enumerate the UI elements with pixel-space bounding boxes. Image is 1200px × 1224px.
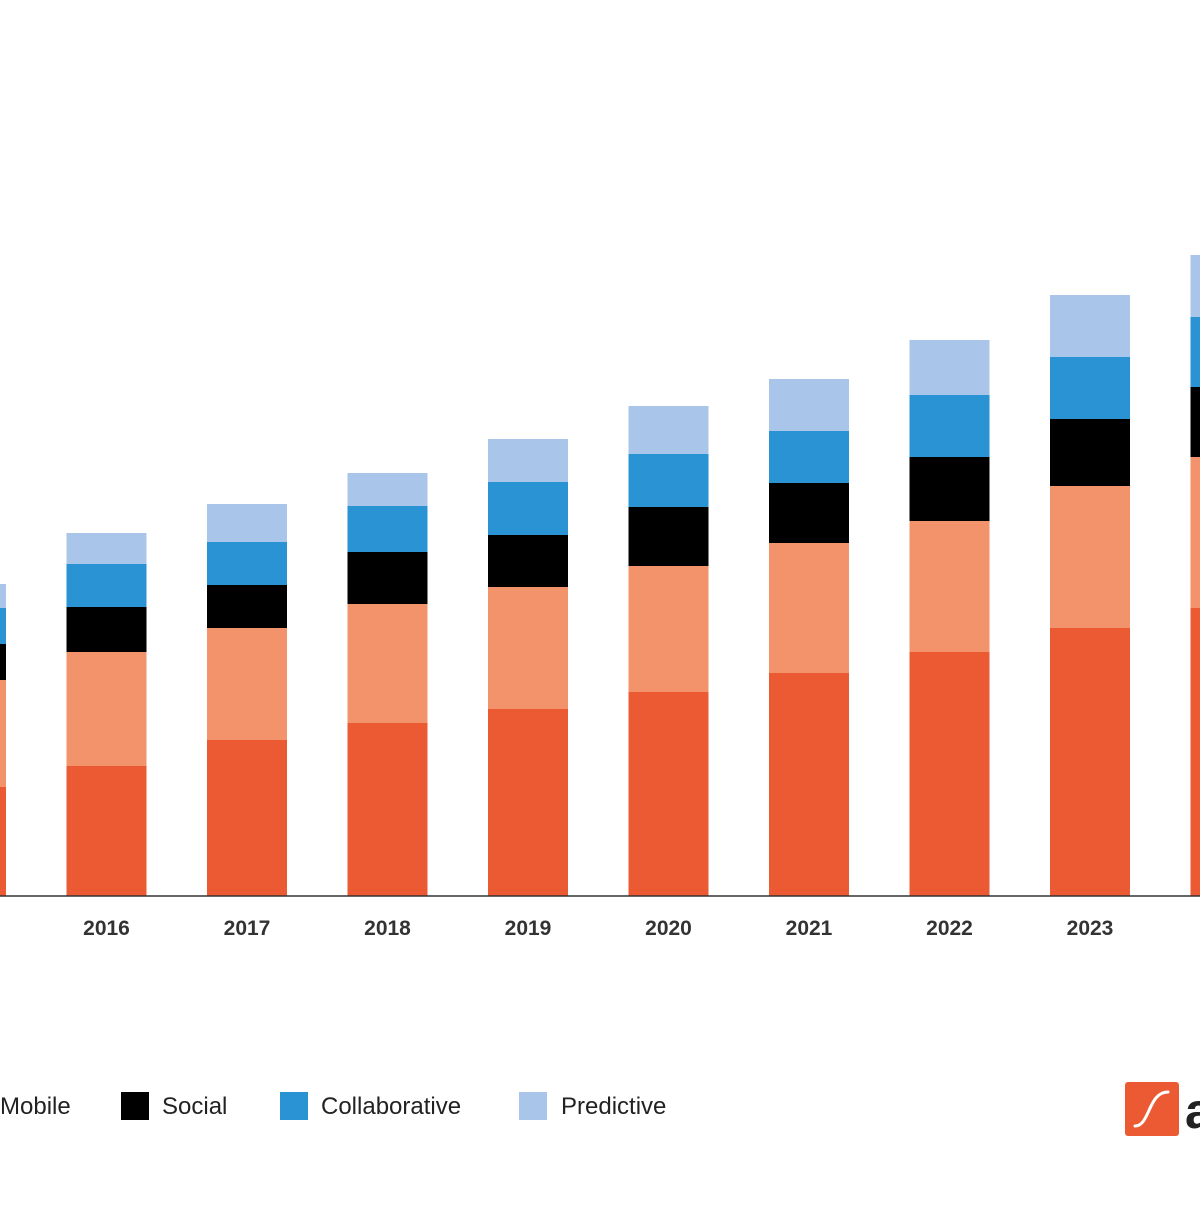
logo-letter: a xyxy=(1185,1083,1200,1139)
bar-segment-2023-mobile xyxy=(1050,486,1130,628)
legend-label-social: Social xyxy=(162,1093,227,1120)
x-tick-labels: 2016 2017 2018 2019 2020 2021 2022 2023 xyxy=(83,917,1113,940)
bar-segment-2022-collaborative xyxy=(910,395,990,457)
x-tick-label-2016: 2016 xyxy=(83,917,130,940)
x-tick-label-2021: 2021 xyxy=(786,917,833,940)
bar-segment-2018-collaborative xyxy=(348,506,428,552)
bar-segment-2023-predictive xyxy=(1050,295,1130,357)
bar-segment-2016-mobile xyxy=(67,652,147,766)
x-tick-label-2022: 2022 xyxy=(926,917,973,940)
x-tick-label-2017: 2017 xyxy=(224,917,271,940)
x-tick-label-2018: 2018 xyxy=(364,917,411,940)
bar-segment-2022-series-0 xyxy=(910,652,990,896)
bar-segment-2015-series-0 xyxy=(0,787,6,896)
legend-swatch-collaborative xyxy=(280,1092,308,1120)
legend-label-mobile: Mobile xyxy=(0,1093,71,1120)
bar-segment-2016-series-0 xyxy=(67,766,147,896)
x-tick-label-2023: 2023 xyxy=(1067,917,1114,940)
bar-segment-2021-mobile xyxy=(769,543,849,673)
bar-segment-2017-mobile xyxy=(207,628,287,740)
bar-segment-2017-collaborative xyxy=(207,542,287,585)
bar-segment-2018-social xyxy=(348,552,428,604)
bar-segment-2020-predictive xyxy=(629,406,709,454)
bar-segment-2024-predictive xyxy=(1191,255,1200,317)
bar-segment-2020-collaborative xyxy=(629,454,709,507)
bar-segment-2019-social xyxy=(488,535,568,587)
bar-segment-2018-mobile xyxy=(348,604,428,723)
bar-segment-2020-series-0 xyxy=(629,692,709,896)
bars-layer xyxy=(0,255,1200,896)
legend-swatch-social xyxy=(121,1092,149,1120)
bar-segment-2016-social xyxy=(67,607,147,652)
bar-segment-2017-series-0 xyxy=(207,740,287,896)
legend: Mobile Social Collaborative Predictive xyxy=(0,1092,666,1120)
bar-segment-2022-social xyxy=(910,457,990,521)
bar-segment-2021-predictive xyxy=(769,379,849,431)
legend-swatch-predictive xyxy=(519,1092,547,1120)
bar-segment-2015-mobile xyxy=(0,680,6,787)
bar-segment-2021-collaborative xyxy=(769,431,849,483)
bar-segment-2019-series-0 xyxy=(488,709,568,896)
bar-segment-2018-series-0 xyxy=(348,723,428,896)
bar-segment-2015-social xyxy=(0,644,6,680)
bar-segment-2017-predictive xyxy=(207,504,287,542)
bar-segment-2021-series-0 xyxy=(769,673,849,896)
bar-segment-2017-social xyxy=(207,585,287,628)
bar-segment-2020-social xyxy=(629,507,709,566)
bar-segment-2015-collaborative xyxy=(0,608,6,644)
bar-segment-2019-mobile xyxy=(488,587,568,709)
logo-tile xyxy=(1125,1082,1179,1136)
x-tick-label-2020: 2020 xyxy=(645,917,692,940)
bar-segment-2023-collaborative xyxy=(1050,357,1130,419)
bar-segment-2019-predictive xyxy=(488,439,568,482)
bar-segment-2016-collaborative xyxy=(67,564,147,607)
bar-segment-2024-series-0 xyxy=(1191,608,1200,896)
bar-segment-2018-predictive xyxy=(348,473,428,506)
bar-segment-2023-series-0 xyxy=(1050,628,1130,896)
legend-label-predictive: Predictive xyxy=(561,1093,666,1120)
logo: a xyxy=(1125,1082,1200,1139)
bar-segment-2022-predictive xyxy=(910,340,990,395)
bar-segment-2019-collaborative xyxy=(488,482,568,535)
bar-segment-2022-mobile xyxy=(910,521,990,652)
bar-segment-2024-collaborative xyxy=(1191,317,1200,387)
bar-segment-2024-mobile xyxy=(1191,457,1200,608)
x-tick-label-2019: 2019 xyxy=(505,917,552,940)
bar-segment-2024-social xyxy=(1191,387,1200,457)
bar-segment-2016-predictive xyxy=(67,533,147,564)
bar-segment-2021-social xyxy=(769,483,849,543)
bar-segment-2015-predictive xyxy=(0,584,6,608)
legend-label-collaborative: Collaborative xyxy=(321,1093,461,1120)
bar-segment-2023-social xyxy=(1050,419,1130,486)
bar-segment-2020-mobile xyxy=(629,566,709,692)
